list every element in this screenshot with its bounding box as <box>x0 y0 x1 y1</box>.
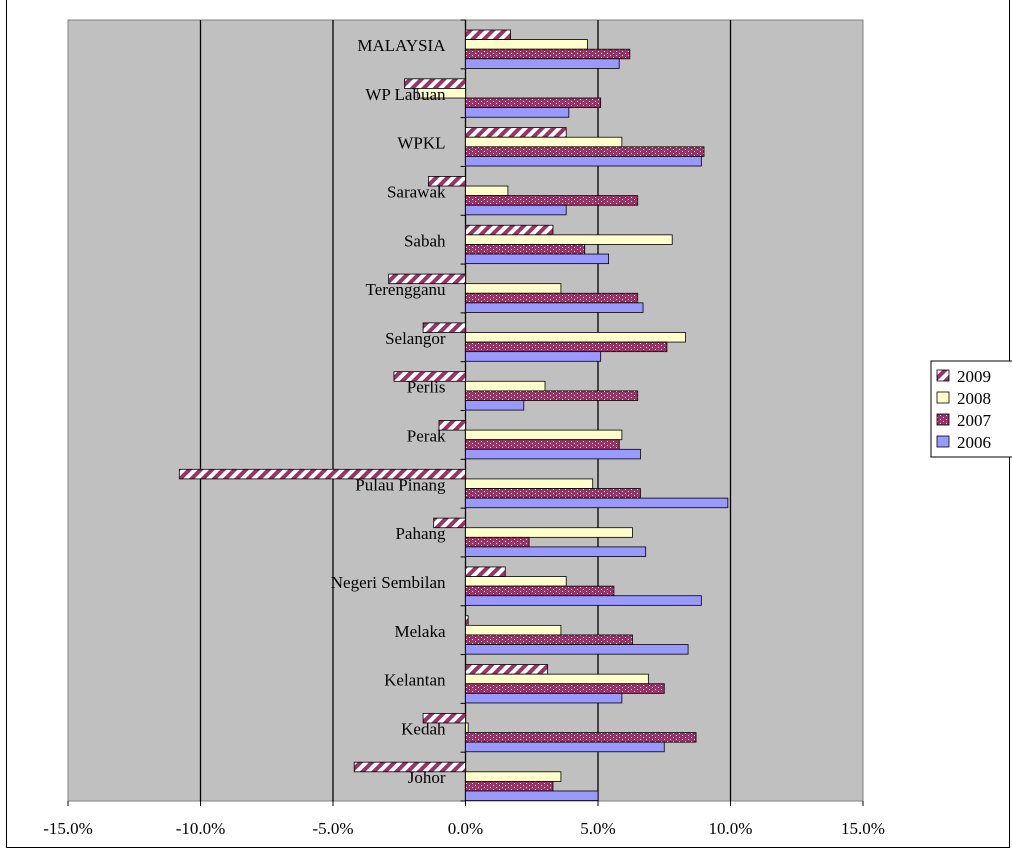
category-label: Kelantan <box>384 671 446 690</box>
bar-2008 <box>466 381 546 391</box>
category-label: Pahang <box>395 524 446 543</box>
category-label: Negeri Sembilan <box>331 573 446 592</box>
bar-2007 <box>466 781 553 791</box>
legend-label-2007: 2007 <box>957 411 992 430</box>
category-label: MALAYSIA <box>357 36 446 55</box>
bar-2006 <box>466 254 609 264</box>
bar-2008 <box>466 772 561 782</box>
bar-2008 <box>466 137 622 147</box>
category-label: Sabah <box>404 231 446 250</box>
legend-label-2009: 2009 <box>957 367 991 386</box>
bar-2008 <box>466 723 469 733</box>
bar-2009 <box>466 665 548 675</box>
bar-2007 <box>466 684 665 694</box>
bar-2006 <box>466 791 599 801</box>
bar-2006 <box>466 693 622 703</box>
bar-2007 <box>466 342 667 352</box>
x-tick-label: 0.0% <box>448 819 483 838</box>
bar-2008 <box>466 528 633 538</box>
bar-2006 <box>466 645 689 655</box>
bar-2006 <box>466 156 702 166</box>
category-label: WP Labuan <box>365 85 446 104</box>
bar-2009 <box>466 567 506 577</box>
bar-2008 <box>466 40 588 50</box>
x-tick-label: -15.0% <box>43 819 93 838</box>
x-tick-label: 15.0% <box>841 819 885 838</box>
legend-swatch-2009 <box>937 370 949 381</box>
bar-2006 <box>466 59 620 69</box>
x-tick-label: -5.0% <box>312 819 353 838</box>
bar-2008 <box>466 625 561 635</box>
bar-2006 <box>466 303 644 313</box>
x-axis-ticks: -15.0% -10.0% -5.0% 0.0% 5.0% 10.0% 15.0% <box>43 819 885 838</box>
bar-2007 <box>466 147 705 157</box>
bar-2007 <box>466 489 641 499</box>
legend-label-2008: 2008 <box>957 389 991 408</box>
category-label: Johor <box>408 768 446 787</box>
bar-2007 <box>466 98 601 108</box>
bar-2008 <box>466 284 561 294</box>
bar-2009 <box>466 128 567 138</box>
category-label: WPKL <box>397 134 445 153</box>
bar-2008 <box>466 577 567 587</box>
x-tick-label: 10.0% <box>709 819 753 838</box>
legend-swatch-2007 <box>937 414 949 425</box>
bar-2006 <box>466 108 569 118</box>
bar-2008 <box>466 479 593 489</box>
legend-label-2006: 2006 <box>957 433 991 452</box>
bar-2006 <box>466 742 665 752</box>
category-label: Terengganu <box>366 280 446 299</box>
bar-2008 <box>466 186 508 196</box>
bar-2006 <box>466 498 728 508</box>
bar-2007 <box>466 440 620 450</box>
bar-2009 <box>466 30 511 40</box>
bar-2007 <box>466 537 530 547</box>
bar-2009 <box>466 225 553 235</box>
bar-2008 <box>466 430 622 440</box>
x-tick-label: 5.0% <box>580 819 615 838</box>
bar-2007 <box>466 244 585 254</box>
x-tick-label: -10.0% <box>176 819 226 838</box>
bar-2006 <box>466 205 567 215</box>
bar-2008 <box>466 235 673 245</box>
legend-swatch-2006 <box>937 436 949 447</box>
legend: 2009 2008 2007 2006 <box>931 361 1012 457</box>
bar-2007 <box>466 391 638 401</box>
bar-2009 <box>466 616 469 626</box>
bar-2007 <box>466 49 630 59</box>
bar-2007 <box>466 586 614 596</box>
bar-2008 <box>466 332 686 342</box>
category-label: Selangor <box>385 329 446 348</box>
bar-2008 <box>466 674 649 684</box>
bar-2006 <box>466 400 524 410</box>
category-label: Kedah <box>401 719 446 738</box>
bar-2006 <box>466 352 601 362</box>
bar-2007 <box>466 635 633 645</box>
bar-2007 <box>466 733 697 743</box>
category-label: Melaka <box>395 622 446 641</box>
bar-2006 <box>466 596 702 606</box>
bar-2007 <box>466 196 638 206</box>
category-label: Perlis <box>407 378 446 397</box>
category-label: Sarawak <box>387 182 446 201</box>
category-label: Pulau Pinang <box>355 475 446 494</box>
category-label: Perak <box>407 427 446 446</box>
bar-2006 <box>466 449 641 459</box>
legend-swatch-2008 <box>937 392 949 403</box>
bar-2006 <box>466 547 646 557</box>
bar-2007 <box>466 293 638 303</box>
